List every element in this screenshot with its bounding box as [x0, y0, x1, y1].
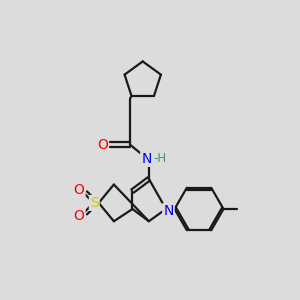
Text: N: N [141, 152, 152, 166]
Text: O: O [74, 208, 85, 223]
Text: O: O [74, 183, 85, 197]
Text: -H: -H [153, 152, 167, 165]
Text: S: S [90, 196, 99, 210]
Text: O: O [97, 138, 108, 152]
Text: N: N [163, 204, 174, 218]
